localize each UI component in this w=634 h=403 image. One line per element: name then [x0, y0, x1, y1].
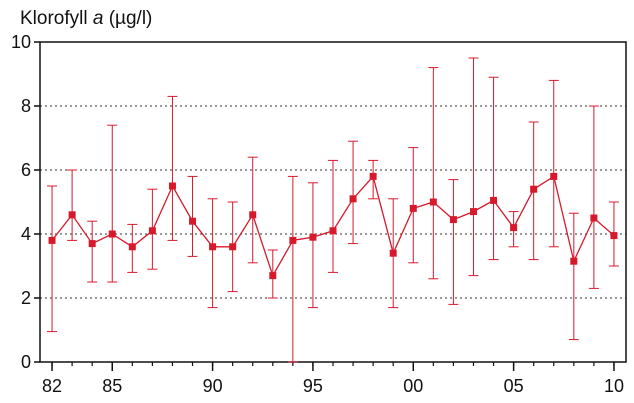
data-point-1992	[249, 211, 257, 219]
chart-title: Klorofyll a (µg/l)	[20, 8, 152, 30]
x-tick-label-1982: 82	[42, 376, 62, 396]
data-point-2009	[590, 214, 598, 222]
data-point-2010	[610, 232, 618, 240]
y-tick-label-0: 0	[21, 352, 31, 372]
data-point-1991	[229, 243, 237, 251]
chart-title-prefix: Klorofyll	[20, 8, 93, 29]
data-point-1985	[108, 230, 116, 238]
data-point-1983	[68, 211, 76, 219]
x-tick-label-2000: 00	[403, 376, 423, 396]
data-point-2007	[550, 172, 558, 180]
data-point-2006	[530, 185, 538, 193]
chart-title-symbol: a	[92, 8, 104, 29]
data-point-2001	[429, 198, 437, 206]
data-point-2004	[490, 196, 498, 204]
x-tick-label-1990: 90	[203, 376, 223, 396]
data-point-2005	[510, 224, 518, 232]
data-point-2008	[570, 257, 578, 265]
y-tick-label-2: 2	[21, 288, 31, 308]
data-point-1994	[289, 236, 297, 244]
y-tick-label-6: 6	[21, 160, 31, 180]
data-point-1987	[148, 227, 156, 235]
data-point-1988	[168, 182, 176, 190]
data-point-1982	[48, 236, 56, 244]
data-point-2002	[449, 216, 457, 224]
data-point-1986	[128, 243, 136, 251]
y-tick-label-4: 4	[21, 224, 31, 244]
data-point-1993	[269, 272, 277, 280]
x-tick-label-2005: 05	[504, 376, 524, 396]
data-point-1990	[209, 243, 217, 251]
x-tick-label-1995: 95	[303, 376, 323, 396]
data-point-1996	[329, 227, 337, 235]
data-point-1995	[309, 233, 317, 241]
data-point-1989	[189, 217, 197, 225]
y-tick-label-8: 8	[21, 96, 31, 116]
data-points-layer	[48, 172, 618, 280]
axis-layer	[34, 41, 627, 371]
error-bars-layer	[47, 57, 619, 363]
x-tick-label-1985: 85	[102, 376, 122, 396]
tick-labels-layer: 0 2 4 6 8 10 82 85 90 95 00 05 10	[11, 32, 624, 396]
data-point-1999	[389, 249, 397, 257]
data-point-2003	[469, 208, 477, 216]
data-point-2000	[409, 204, 417, 212]
y-tick-label-10: 10	[11, 32, 31, 52]
data-point-1984	[88, 240, 96, 248]
chart-title-suffix: (µg/l)	[103, 8, 153, 29]
x-tick-label-2010: 10	[604, 376, 624, 396]
data-point-1997	[349, 195, 357, 203]
data-point-1998	[369, 172, 377, 180]
